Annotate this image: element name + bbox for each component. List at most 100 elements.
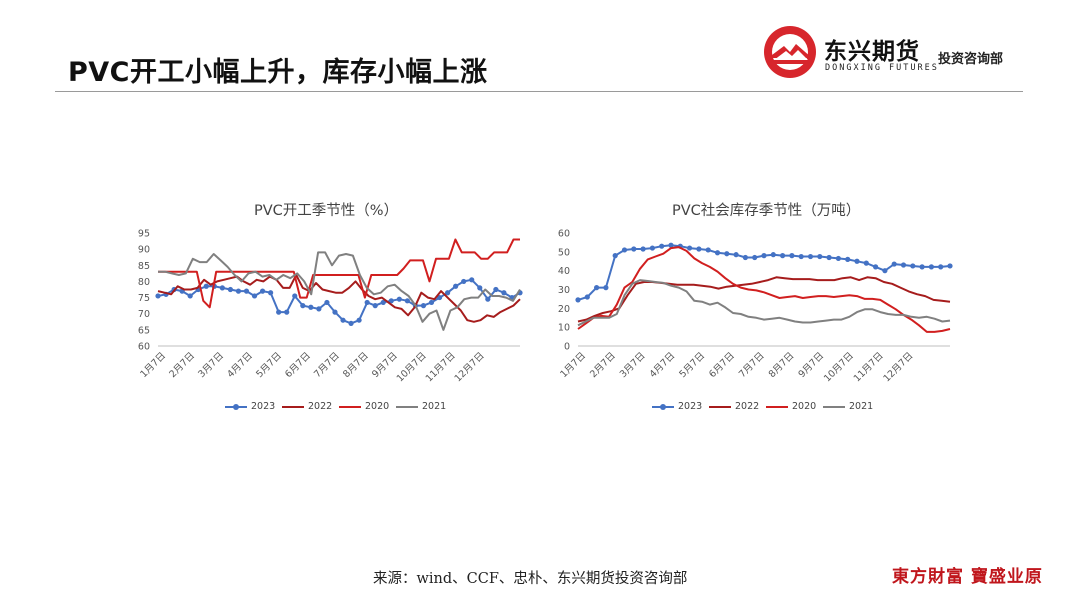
y-tick-label: 65 [138,325,150,336]
x-tick-label: 6月7日 [283,350,313,380]
data-point-2023 [276,309,282,315]
x-tick-label: 2月7日 [588,350,618,380]
x-tick-label: 12月7日 [881,350,915,384]
x-tick-label: 5月7日 [254,350,284,380]
data-point-2023 [356,317,362,323]
data-point-2023 [251,293,258,299]
y-tick-label: 40 [558,266,570,277]
series-line-2020 [158,238,520,309]
data-point-2023 [477,285,483,291]
data-point-2023 [817,253,823,260]
legend-item-2021: 2021 [823,401,873,412]
legend-label: 2020 [365,401,390,412]
x-tick-label: 1月7日 [138,350,168,380]
data-point-2023 [835,255,841,262]
x-tick-label: 10月7日 [822,350,856,384]
chart2-title: PVC社会库存季节性（万吨） [672,203,861,219]
y-tick-label: 70 [138,309,150,320]
series-line-2020 [577,246,951,333]
y-tick-label: 0 [564,342,570,353]
data-point-2023 [910,263,916,269]
data-point-2023 [420,303,427,309]
data-point-2023 [705,247,711,253]
data-point-2023 [485,296,491,302]
data-point-2023 [284,309,290,315]
data-point-2023 [436,294,443,301]
y-tick-label: 60 [138,342,150,353]
data-point-2023 [404,298,410,304]
chart-operating-rate: 60 65 70 75 80 85 90 95 1月7日 2月7日 3月7日 4月7日 5月7日 6月7日… [138,229,523,384]
y-tick-label: 30 [558,285,570,296]
data-point-2023 [380,299,386,306]
data-point-2023 [324,299,330,306]
y-tick-label: 75 [138,293,150,304]
legend-label: 2022 [308,401,333,412]
x-tick-label: 11月7日 [852,350,886,384]
data-point-2023 [469,277,475,283]
x-tick-label: 11月7日 [424,350,458,384]
y-tick-label: 95 [138,229,150,240]
data-point-2023 [807,253,814,260]
legend-item-2022: 2022 [709,401,759,412]
data-point-2023 [714,250,721,256]
x-tick-label: 7月7日 [312,350,342,380]
title-divider [55,91,1023,92]
data-point-2023 [882,268,888,274]
data-point-2023 [316,306,322,312]
data-point-2023 [594,285,600,291]
legend-swatch [709,405,731,408]
x-tick-label: 12月7日 [453,350,487,384]
legend-item-2020: 2020 [766,401,816,412]
dongxing-logo-icon [764,26,816,78]
legend-swatch [823,405,845,408]
legend-item-2023: 2023 [652,401,702,412]
data-point-2023 [649,245,655,251]
data-point-2023 [696,246,702,252]
y-tick-label: 60 [558,229,570,240]
data-point-2023 [659,243,665,249]
data-point-2023 [873,264,879,270]
y-tick-label: 90 [138,245,150,256]
x-tick-label: 1月7日 [558,350,588,380]
data-point-2023 [845,256,851,262]
legend-item-2022: 2022 [282,401,332,412]
chart-social-inventory: 0 10 20 30 40 50 60 1月7日 2月7日 3月7日 4月7日 5月7日 6月7日 7月7… [558,229,953,384]
legend-label: 2020 [792,401,817,412]
data-point-2023 [348,320,354,326]
data-point-2023 [631,246,637,252]
data-point-2023 [155,293,161,299]
series-line-2022 [577,276,951,323]
data-point-2023 [461,278,467,285]
data-point-2023 [268,290,274,296]
data-point-2023 [798,253,804,260]
data-point-2023 [742,254,748,261]
legend-swatch [396,405,418,408]
company-logo: 东兴期货 DONGXING FUTURES 投资咨询部 [762,24,1022,84]
legend-label: 2021 [422,401,447,412]
data-point-2023 [770,252,776,258]
data-point-2023 [332,309,338,315]
x-tick-label: 7月7日 [737,350,767,380]
legend-swatch [282,405,304,408]
data-point-2023 [938,264,944,270]
data-point-2023 [259,288,266,294]
x-tick-label: 6月7日 [707,350,737,380]
y-tick-label: 10 [558,323,570,334]
series-line-2023 [157,278,521,325]
data-point-2023 [445,290,451,296]
x-tick-label: 3月7日 [618,350,648,380]
data-point-2023 [292,293,298,299]
x-tick-label: 5月7日 [677,350,707,380]
legend-label: 2021 [849,401,874,412]
data-point-2023 [227,286,233,293]
y-tick-label: 20 [558,304,570,315]
data-point-2023 [863,260,869,266]
data-point-2023 [308,304,314,310]
data-point-2023 [780,253,786,259]
logo-dept: 投资咨询部 [938,52,1004,67]
logo-name-cn: 东兴期货 [824,39,920,65]
data-point-2023 [428,299,435,306]
legend-swatch [652,403,674,410]
brand-stamp: 東方財富 寶盛业原 [892,567,1043,587]
y-tick-label: 50 [558,247,570,258]
